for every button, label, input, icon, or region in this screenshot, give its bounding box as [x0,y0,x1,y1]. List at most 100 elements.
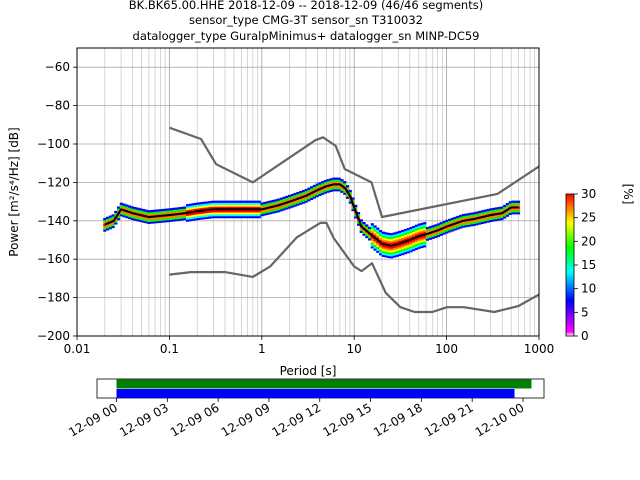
density-cell [254,206,259,209]
density-cell [136,219,140,222]
density-cell [362,229,366,232]
density-cell [401,249,405,252]
density-cell [494,209,499,212]
density-cell [500,206,504,209]
density-cell [202,205,206,208]
density-cell [243,210,248,213]
density-cell [152,211,157,214]
density-cell [205,211,209,214]
density-cell [387,240,391,243]
density-cell [252,202,256,205]
density-cell [447,220,452,223]
density-cell [420,238,424,241]
density-cell [282,208,286,211]
density-cell [122,215,126,218]
density-cell [108,225,112,228]
density-cell [122,211,126,214]
density-cell [232,214,237,217]
density-cell [197,213,201,217]
density-cell [130,206,134,209]
density-cell [497,216,501,219]
density-cell [323,189,328,192]
density-cell [111,223,115,227]
density-cell [318,182,322,185]
density-cell [365,224,369,227]
density-cell [128,215,132,218]
density-cell [230,204,234,207]
density-cell [401,229,405,233]
density-cell [516,206,521,209]
density-cell [486,218,490,221]
density-cell [133,216,137,219]
density-cell [136,209,140,212]
density-cell [403,228,408,232]
density-cell [370,246,374,249]
density-cell [150,211,154,215]
density-cell [216,200,220,203]
density-cell [161,208,165,212]
density-cell [464,215,468,218]
density-cell [323,191,328,194]
density-cell [447,228,452,231]
density-cell [216,210,220,213]
density-cell [505,210,510,213]
colorbar-tick-label: 20 [581,234,596,248]
density-cell [381,248,385,252]
density-cell [232,212,237,215]
density-cell [232,202,237,205]
density-cell [486,216,490,219]
density-cell [428,228,432,231]
density-cell [376,233,380,236]
density-cell [445,229,449,232]
density-cell [370,230,374,234]
header-line-3: datalogger_type GuralpMinimus+ datalogge… [133,29,480,43]
density-cell [508,208,512,212]
density-cell [174,218,179,222]
density-cell [199,211,203,214]
density-cell [390,256,394,259]
density-cell [326,188,330,191]
density-cell [456,227,460,230]
density-cell [243,200,248,203]
y-tick-label: −120 [37,175,70,189]
density-cell [221,204,225,207]
density-cell [139,215,143,219]
density-cell [307,189,311,192]
colorbar-tick-label: 25 [581,211,596,225]
density-cell [500,216,504,219]
density-cell [216,206,220,209]
density-cell [392,234,396,237]
density-cell [450,217,454,221]
density-cell [307,187,311,190]
density-cell [224,206,228,209]
density-cell [194,202,198,206]
density-cell [230,212,234,215]
density-cell [254,204,259,207]
density-cell [180,206,184,210]
density-cell [486,208,490,212]
density-cell [472,221,476,224]
density-cell [373,244,377,247]
density-cell [442,222,446,226]
density-cell [409,244,413,247]
density-cell [447,230,452,233]
density-cell [219,202,223,205]
density-cell [125,212,129,215]
density-cell [197,208,201,211]
density-cell [414,224,419,227]
density-cell [334,181,339,184]
density-cell [296,201,300,204]
density-cell [497,214,501,217]
density-cell [425,234,430,237]
density-cell [117,206,121,209]
density-cell [470,222,474,225]
density-cell [105,228,110,231]
density-cell [381,241,385,244]
density-cell [370,238,374,241]
density-cell [417,225,421,228]
density-cell [373,240,377,243]
density-cell [185,219,190,222]
density-cell [227,214,231,217]
density-cell [428,237,432,240]
density-cell [152,221,157,224]
